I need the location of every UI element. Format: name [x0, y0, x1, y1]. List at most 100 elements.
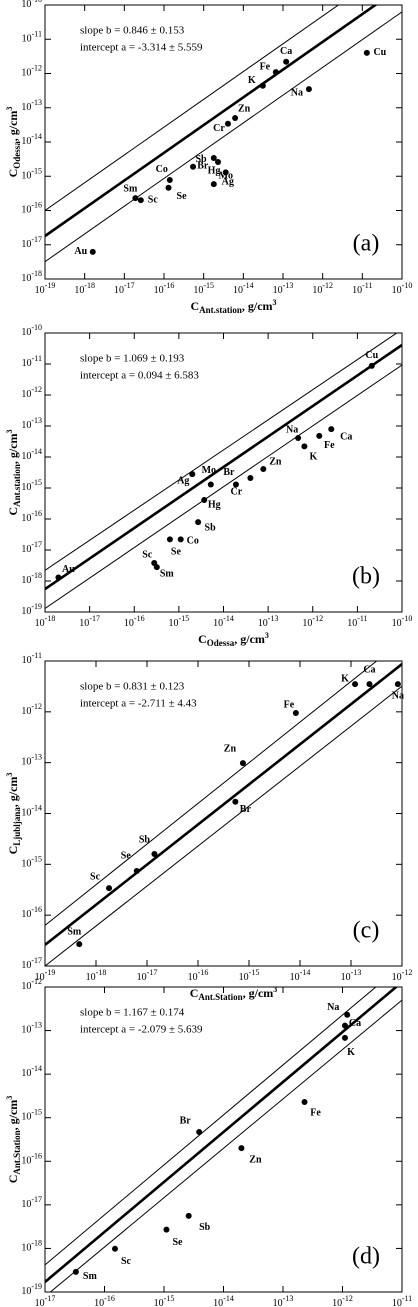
point-label: Cu: [373, 47, 386, 58]
y-tick-label: 10-11​: [22, 354, 42, 369]
x-tick-label: 10-17​: [35, 1294, 56, 1307]
x-tick-label: 10-19​: [35, 968, 56, 983]
data-point: [76, 941, 83, 948]
fit-annotation: slope b = 0.846 ± 0.153: [80, 25, 185, 37]
point-label: Se: [121, 850, 132, 861]
data-point: [295, 435, 302, 442]
data-point: [153, 564, 160, 571]
x-tick-label: 10-17​: [114, 281, 135, 296]
y-tick-label: 10-12​: [21, 63, 42, 78]
y-tick-label: 10-18​: [21, 269, 42, 284]
point-label: Ca: [340, 431, 352, 442]
y-axis-label: COdessa, g/cm3: [5, 107, 22, 178]
data-point: [301, 443, 308, 450]
data-point: [165, 184, 172, 191]
point-label: Br: [240, 804, 252, 815]
point-label: Zn: [269, 456, 282, 467]
point-label: Se: [177, 191, 188, 202]
fit-lines: [45, 5, 402, 263]
y-tick-label: 10-18​: [21, 571, 42, 586]
confidence-line: [45, 661, 378, 926]
y-tick-label: 10-14​: [21, 447, 42, 462]
data-point: [316, 432, 323, 439]
data-point: [132, 195, 139, 202]
y-tick-label: 10-11​: [22, 29, 42, 44]
x-tick-label: 10-13​: [258, 614, 279, 629]
y-tick-label: 10-13​: [21, 752, 42, 767]
x-tick-label: 10-11​: [347, 614, 367, 629]
y-tick-label: 10-12​: [21, 385, 42, 400]
fit-annotation: intercept a = 0.094 ± 6.583: [80, 370, 199, 382]
point-label: Sm: [83, 1271, 98, 1282]
data-point: [232, 481, 239, 488]
point-label: Se: [171, 547, 182, 558]
point-label: Sc: [90, 871, 101, 882]
x-tick-label: 10-16​: [94, 1294, 115, 1307]
y-tick-label: 10-14​: [21, 1064, 42, 1079]
point-label: Zn: [249, 1154, 262, 1165]
data-point: [133, 867, 140, 874]
data-point: [305, 86, 312, 93]
x-tick-label: 10-19​: [35, 281, 56, 296]
regression-line: [45, 987, 399, 1283]
y-tick-label: 10-16​: [21, 509, 42, 524]
regression-line: [45, 5, 378, 238]
x-tick-label: 10-13​: [273, 1294, 294, 1307]
point-label: Sb: [205, 522, 217, 533]
y-tick-label: 10-15​: [21, 1108, 42, 1123]
point-label: Au: [62, 564, 75, 575]
fit-lines: [45, 661, 402, 966]
data-point: [394, 681, 401, 688]
y-axis-label: CAnt.station, g/cm3: [5, 429, 22, 515]
x-tick-label: 10-11​: [392, 1294, 412, 1307]
fit-annotation: intercept a = -3.314 ± 5.559: [80, 42, 203, 54]
x-tick-label: 10-16​: [124, 614, 145, 629]
y-tick-label: 10-17​: [21, 1195, 42, 1210]
data-point: [283, 58, 290, 65]
point-label: Sm: [67, 926, 82, 937]
point-label: Sc: [121, 1256, 132, 1267]
point-label: Sm: [160, 568, 175, 579]
y-tick-label: 10-13​: [21, 98, 42, 113]
confidence-line: [45, 685, 402, 966]
data-point: [166, 536, 173, 543]
point-label: Mo: [219, 170, 233, 181]
point-label: Ag: [177, 475, 189, 486]
y-tick-label: 10-15​: [21, 854, 42, 869]
x-tick-label: 10-17​: [79, 614, 100, 629]
fit-annotation: slope b = 1.167 ± 0.174: [80, 1007, 185, 1019]
point-label: K: [341, 673, 349, 684]
point-label: Zn: [224, 743, 237, 754]
confidence-line: [45, 987, 377, 1266]
x-tick-label: 10-15​: [239, 968, 260, 983]
x-tick-label: 10-15​: [154, 1294, 175, 1307]
point-label: Na: [392, 690, 404, 701]
y-tick-label: 10-10​: [21, 0, 42, 10]
y-tick-label: 10-16​: [21, 1151, 42, 1166]
x-axis-label: COdessa, g/cm3: [198, 631, 269, 648]
data-point: [166, 176, 173, 183]
y-tick-label: 10-14​: [21, 803, 42, 818]
x-tick-label: 10-12​: [392, 968, 413, 983]
x-axis-label: CAnt.station, g/cm3: [190, 298, 276, 315]
fit-annotation: slope b = 1.069 ± 0.193: [80, 353, 185, 365]
y-tick-label: 10-19​: [21, 602, 42, 617]
y-tick-label: 10-14​: [21, 132, 42, 147]
data-point: [185, 1212, 192, 1219]
point-label: Fe: [324, 440, 335, 451]
data-point: [366, 681, 373, 688]
point-label: Se: [172, 1237, 183, 1248]
x-tick-label: 10-12​: [302, 614, 323, 629]
point-label: Co: [187, 536, 199, 547]
y-tick-label: 10-17​: [21, 540, 42, 555]
point-label: Co: [156, 164, 168, 175]
data-point: [363, 49, 370, 56]
data-point: [195, 519, 202, 526]
point-label: Ca: [280, 46, 292, 57]
x-tick-label: 10-14​: [290, 968, 311, 983]
point-label: Zn: [238, 103, 251, 114]
y-tick-label: 10-18​: [21, 1238, 42, 1253]
x-tick-label: 10-18​: [35, 614, 56, 629]
x-tick-label: 10-14​: [213, 614, 234, 629]
x-tick-label: 10-15​: [169, 614, 190, 629]
